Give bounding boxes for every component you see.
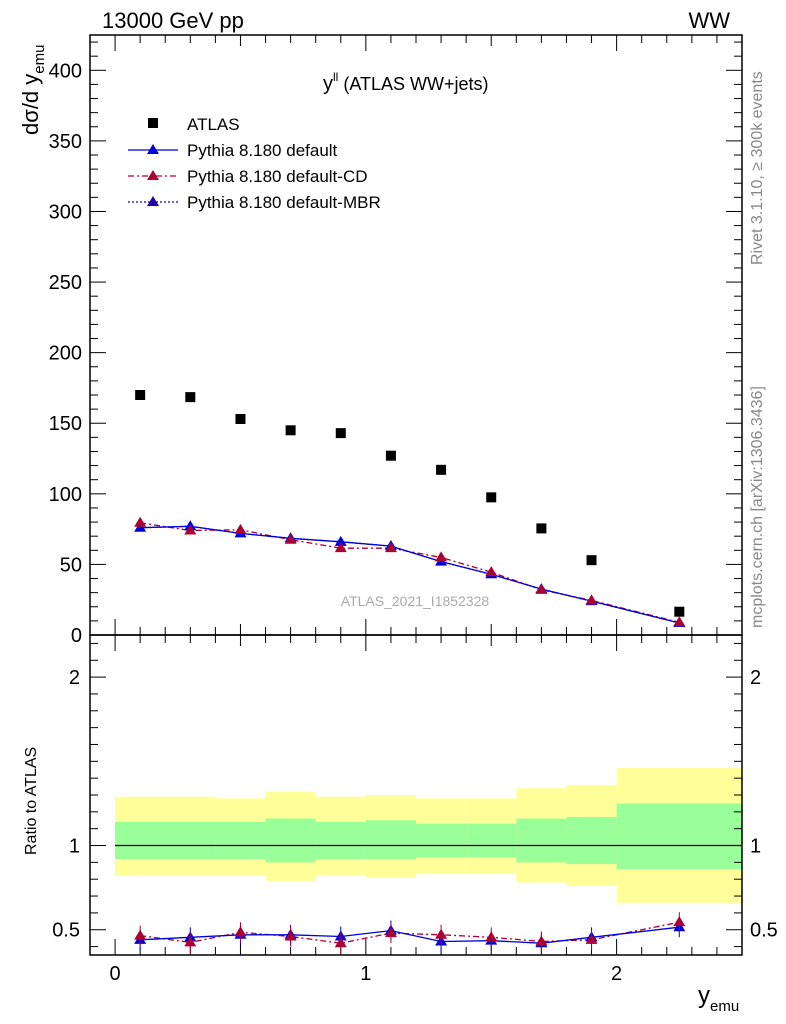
legend-marker-cd bbox=[147, 170, 159, 180]
ratio-plot-marks bbox=[134, 912, 686, 954]
main-marker-atlas bbox=[335, 428, 346, 439]
main-marker-default bbox=[334, 535, 347, 546]
ratio-marker-cd bbox=[585, 933, 598, 944]
ratio-uncertainty-bands bbox=[115, 768, 742, 903]
ratio-y-tick-label-right: 0.5 bbox=[750, 920, 778, 942]
header-left: 13000 GeV pp bbox=[102, 8, 244, 33]
legend-marker-mbr bbox=[147, 196, 159, 206]
ratio-marker-cd bbox=[384, 927, 397, 938]
legend-label-default: Pythia 8.180 default bbox=[187, 141, 338, 160]
main-marker-cd bbox=[384, 542, 397, 553]
legend: ATLAS Pythia 8.180 default Pythia 8.180 … bbox=[128, 115, 381, 212]
main-y-tick-label: 50 bbox=[60, 554, 82, 576]
legend-label-atlas: ATLAS bbox=[187, 115, 240, 134]
legend-label-cd: Pythia 8.180 default-CD bbox=[187, 167, 368, 186]
main-marker-cd bbox=[234, 523, 247, 534]
main-y-tick-label: 300 bbox=[49, 201, 82, 223]
main-marker-atlas bbox=[436, 464, 447, 475]
ratio-marker-cd bbox=[184, 936, 197, 947]
ratio-band-inner bbox=[416, 823, 467, 858]
main-marker-cd bbox=[435, 551, 448, 562]
main-marker-atlas bbox=[586, 555, 597, 566]
ratio-band-inner bbox=[616, 803, 742, 870]
ratio-band-inner bbox=[566, 816, 617, 865]
legend-marker-atlas bbox=[148, 118, 158, 128]
ratio-y-tick-label: 0.5 bbox=[52, 920, 80, 942]
ratio-y-tick-label: 1 bbox=[69, 836, 80, 858]
main-marker-cd bbox=[585, 594, 598, 605]
x-axis-label-sub: emu bbox=[710, 998, 739, 1015]
rivet-label: Rivet 3.1.10, ≥ 300k events bbox=[749, 71, 766, 265]
ratio-band-inner bbox=[516, 818, 567, 863]
main-plot-marks bbox=[134, 390, 686, 627]
ratio-y-axis-label: Ratio to ATLAS bbox=[23, 747, 40, 855]
main-marker-cd bbox=[334, 542, 347, 553]
main-marker-atlas bbox=[235, 414, 246, 424]
main-y-tick-label: 350 bbox=[49, 131, 82, 153]
x-tick-label: 1 bbox=[360, 963, 371, 985]
main-marker-atlas bbox=[486, 492, 497, 503]
ratio-y-tick-label: 2 bbox=[69, 667, 80, 689]
ratio-marker-cd bbox=[284, 930, 297, 941]
header-right: WW bbox=[688, 8, 730, 33]
legend-label-mbr: Pythia 8.180 default-MBR bbox=[187, 193, 381, 212]
x-tick-label: 2 bbox=[611, 963, 622, 985]
ratio-marker-cd bbox=[334, 937, 347, 948]
ratio-marker-cd bbox=[673, 916, 686, 927]
plot-title-sup: ll bbox=[333, 70, 338, 84]
ratio-y-tick-label-right: 1 bbox=[750, 836, 761, 858]
ratio-marker-cd bbox=[535, 935, 548, 946]
legend-marker-default bbox=[147, 144, 159, 154]
main-marker-cd bbox=[485, 566, 498, 577]
main-marker-cd bbox=[284, 533, 297, 544]
plot-title-rest: (ATLAS WW+jets) bbox=[338, 74, 488, 94]
plot-title: yll (ATLAS WW+jets) bbox=[323, 70, 489, 95]
main-marker-atlas bbox=[536, 523, 547, 534]
main-y-tick-label: 0 bbox=[71, 625, 82, 647]
ratio-band-inner bbox=[215, 821, 266, 859]
ratio-marker-cd bbox=[485, 931, 498, 942]
main-y-tick-label: 400 bbox=[49, 60, 82, 82]
x-axis-label: yemu bbox=[698, 982, 739, 1015]
ratio-series-line-cd bbox=[140, 921, 680, 944]
analysis-label: ATLAS_2021_I1852328 bbox=[341, 593, 490, 609]
ratio-series-line-default bbox=[140, 926, 680, 944]
plot-title-main: y bbox=[323, 73, 333, 95]
main-marker-cd bbox=[134, 516, 147, 527]
main-y-tick-label: 250 bbox=[49, 272, 82, 294]
main-marker-atlas bbox=[285, 425, 296, 436]
ratio-band-inner bbox=[315, 821, 366, 859]
ratio-axes: 0.5 0.5 1 1 2 2 0 1 2 bbox=[52, 634, 778, 985]
main-marker-cd bbox=[184, 524, 197, 535]
ratio-marker-cd bbox=[134, 929, 147, 940]
ratio-y-tick-label-right: 2 bbox=[750, 667, 761, 689]
main-marker-atlas bbox=[674, 606, 685, 617]
main-marker-cd bbox=[535, 583, 548, 594]
ratio-band-inner bbox=[265, 818, 316, 863]
main-marker-cd bbox=[673, 616, 686, 627]
ratio-band-inner bbox=[365, 820, 416, 859]
main-marker-atlas bbox=[185, 392, 196, 403]
y-axis-label-sub: emu bbox=[31, 45, 48, 74]
main-y-tick-label: 150 bbox=[49, 413, 82, 435]
main-marker-atlas bbox=[135, 390, 146, 400]
main-y-tick-label: 100 bbox=[49, 484, 82, 506]
main-axes: 0 50 100 150 200 250 300 350 400 bbox=[49, 34, 743, 647]
ratio-marker-cd bbox=[234, 926, 247, 937]
x-axis-label-main: y bbox=[698, 982, 710, 1009]
mcplots-label: mcplots.cern.ch [arXiv:1306.3436] bbox=[749, 386, 766, 628]
x-tick-label: 0 bbox=[110, 963, 121, 985]
ratio-band-inner bbox=[115, 821, 216, 859]
y-axis-label: dσ/d yemu bbox=[18, 45, 48, 135]
y-axis-label-main: dσ/d y bbox=[18, 74, 43, 135]
ratio-marker-cd bbox=[435, 928, 448, 939]
main-marker-atlas bbox=[385, 450, 396, 461]
main-y-tick-label: 200 bbox=[49, 343, 82, 365]
ratio-band-inner bbox=[466, 823, 517, 858]
